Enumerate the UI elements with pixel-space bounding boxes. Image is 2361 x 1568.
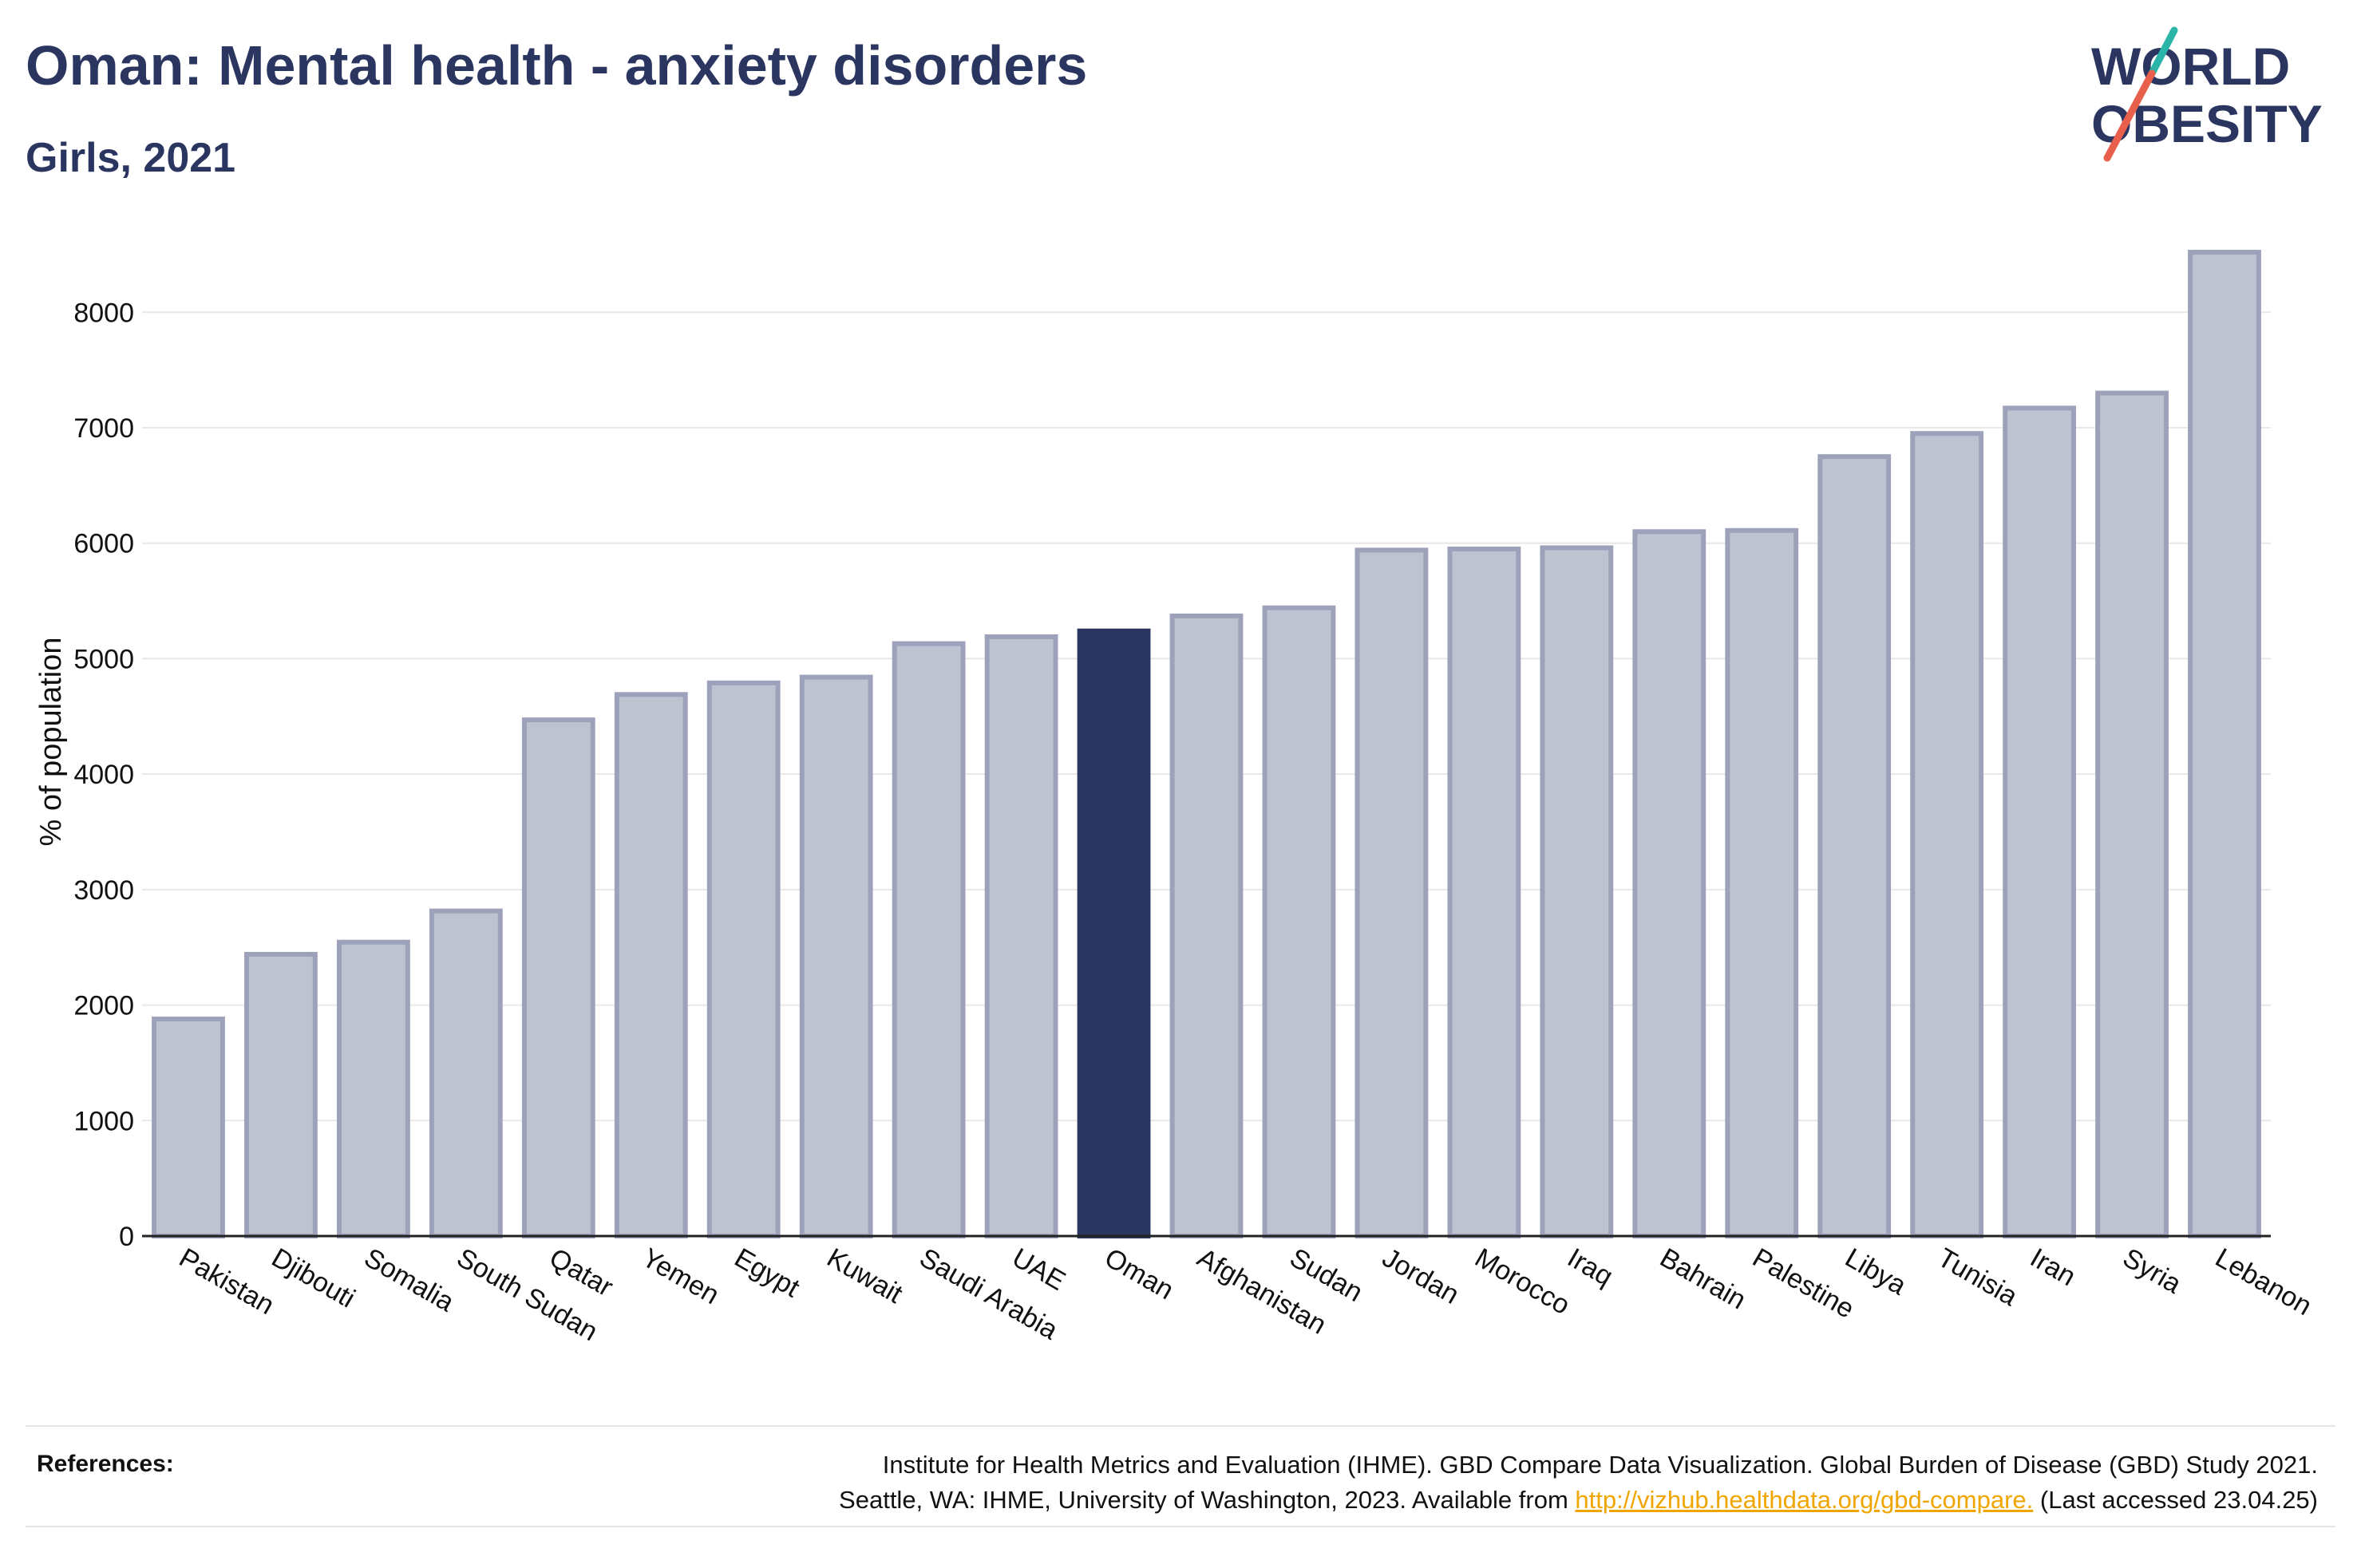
logo-slash-teal bbox=[2148, 26, 2178, 77]
y-tick-label: 5000 bbox=[73, 644, 134, 674]
references-panel: References: Institute for Health Metrics… bbox=[26, 1425, 2335, 1527]
bar-somalia bbox=[336, 939, 410, 1238]
bar-saudi-arabia bbox=[892, 641, 966, 1238]
x-tick-label: Palestine bbox=[1747, 1242, 1859, 1325]
y-tick-label: 4000 bbox=[73, 760, 134, 790]
bar-qatar bbox=[521, 717, 595, 1238]
bar-oman bbox=[1077, 628, 1151, 1238]
bar-palestine bbox=[1725, 527, 1799, 1238]
x-tick-label: Morocco bbox=[1469, 1242, 1575, 1321]
bar-jordan bbox=[1355, 547, 1429, 1238]
references-text: Institute for Health Metrics and Evaluat… bbox=[839, 1448, 2318, 1518]
y-tick-label: 3000 bbox=[73, 875, 134, 906]
x-tick-label: Iran bbox=[2025, 1242, 2081, 1292]
references-label: References: bbox=[37, 1451, 174, 1477]
chart-title: Oman: Mental health - anxiety disorders bbox=[26, 34, 1088, 97]
x-tick-label: UAE bbox=[1007, 1242, 1071, 1297]
y-tick-label: 0 bbox=[119, 1222, 134, 1252]
x-tick-label: Bahrain bbox=[1655, 1242, 1751, 1316]
y-axis-ticks: 0 1000 2000 3000 4000 5000 6000 7000 8000 bbox=[73, 298, 134, 1252]
references-line-2: Seattle, WA: IHME, University of Washing… bbox=[839, 1483, 2318, 1518]
bar-chart: 0 1000 2000 3000 4000 5000 6000 7000 8000 Pakist… bbox=[34, 250, 2317, 1347]
bar-lebanon bbox=[2188, 250, 2261, 1239]
bar-pakistan bbox=[152, 1016, 225, 1238]
logo-line-world: WORLD bbox=[2091, 37, 2290, 96]
x-tick-label: Djibouti bbox=[267, 1242, 360, 1314]
chart-subtitle: Girls, 2021 bbox=[26, 135, 236, 181]
y-tick-label: 7000 bbox=[73, 413, 134, 444]
x-tick-label: Jordan bbox=[1377, 1242, 1464, 1310]
references-line-2-end: (Last accessed 23.04.25) bbox=[2033, 1486, 2318, 1514]
x-tick-label: Yemen bbox=[637, 1242, 725, 1310]
bar-tunisia bbox=[1910, 431, 1984, 1238]
bar-afghanistan bbox=[1169, 613, 1244, 1238]
bars bbox=[152, 250, 2261, 1239]
references-link[interactable]: http://vizhub.healthdata.org/gbd-compare… bbox=[1575, 1486, 2034, 1514]
bar-bahrain bbox=[1632, 529, 1706, 1238]
x-tick-label: Egypt bbox=[730, 1242, 805, 1304]
logo-line-obesity: OBESITY bbox=[2091, 94, 2323, 153]
bar-libya bbox=[1817, 454, 1892, 1238]
logo-slash-red bbox=[2103, 69, 2156, 162]
world-obesity-logo: WORLD OBESITY bbox=[2091, 26, 2323, 162]
y-tick-label: 6000 bbox=[73, 529, 134, 559]
y-axis-label: % of population bbox=[34, 638, 68, 847]
x-tick-label: Somalia bbox=[359, 1242, 459, 1317]
x-tick-label: Iraq bbox=[1562, 1242, 1618, 1292]
bar-yemen bbox=[614, 692, 688, 1238]
x-tick-label: Oman bbox=[1100, 1242, 1179, 1305]
y-tick-label: 2000 bbox=[73, 991, 134, 1021]
bar-sudan bbox=[1262, 605, 1336, 1238]
y-tick-label: 1000 bbox=[73, 1106, 134, 1136]
bar-kuwait bbox=[799, 674, 873, 1238]
bar-syria bbox=[2095, 390, 2169, 1239]
x-tick-label: Tunisia bbox=[1932, 1242, 2023, 1312]
bar-egypt bbox=[706, 680, 781, 1238]
x-tick-label: Pakistan bbox=[174, 1242, 279, 1321]
bar-iraq bbox=[1540, 545, 1614, 1238]
y-tick-label: 8000 bbox=[73, 298, 134, 328]
bar-morocco bbox=[1447, 546, 1521, 1238]
bar-uae bbox=[984, 634, 1058, 1238]
references-line-1: Institute for Health Metrics and Evaluat… bbox=[882, 1451, 2318, 1479]
references-line-2-start: Seattle, WA: IHME, University of Washing… bbox=[839, 1486, 1576, 1514]
bar-djibouti bbox=[244, 951, 318, 1238]
bar-south-sudan bbox=[429, 908, 503, 1238]
x-tick-label: Lebanon bbox=[2210, 1242, 2317, 1321]
x-tick-label: Kuwait bbox=[822, 1242, 908, 1309]
x-tick-label: Syria bbox=[2118, 1242, 2186, 1300]
x-tick-label: Libya bbox=[1840, 1242, 1911, 1301]
bar-iran bbox=[2003, 405, 2077, 1238]
